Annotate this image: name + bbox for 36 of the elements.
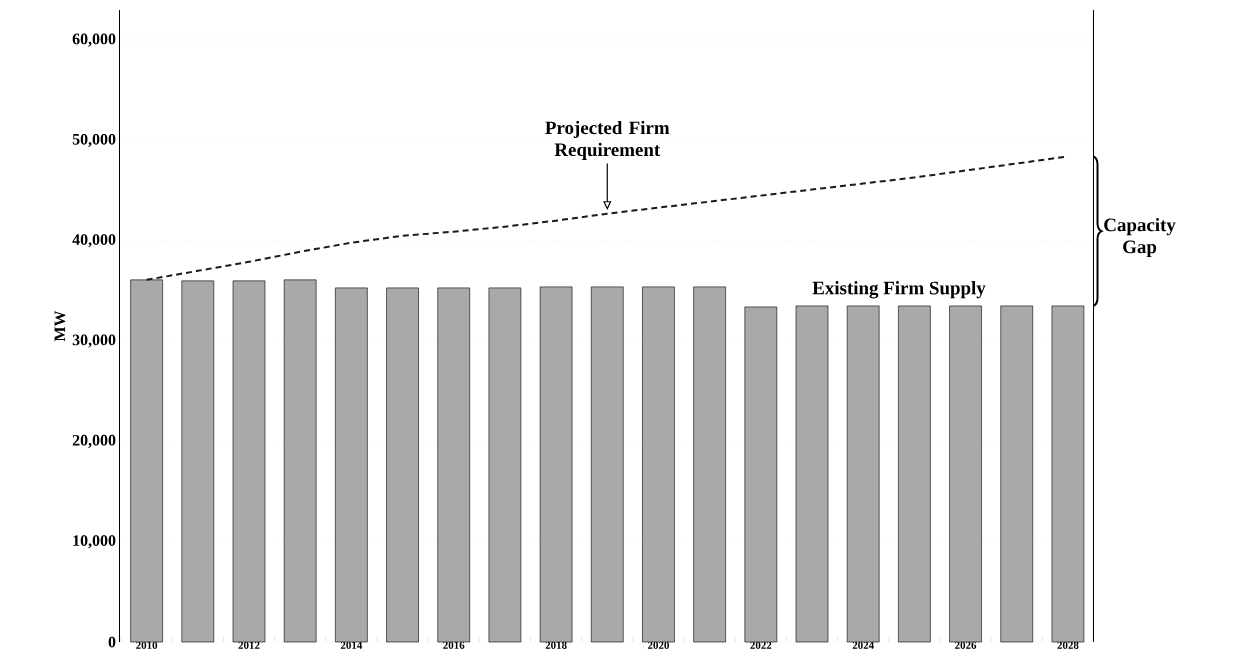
y-tick-label: 40,000	[72, 234, 116, 248]
y-axis-title: MW	[54, 310, 66, 342]
x-tick-label: 2024	[852, 641, 874, 649]
bar	[693, 286, 726, 643]
text: Projected Firm Requirement	[545, 120, 670, 160]
text: Capacity Gap	[1104, 217, 1176, 258]
bar	[949, 305, 982, 643]
bar	[1051, 305, 1085, 643]
bar	[386, 287, 419, 643]
bar	[232, 280, 266, 643]
bar	[898, 305, 931, 643]
bar	[130, 279, 163, 643]
x-tick-label: 2010	[136, 641, 158, 649]
bar	[642, 286, 675, 643]
bar	[590, 286, 624, 643]
bar	[488, 287, 522, 643]
bar	[181, 280, 215, 643]
bar	[795, 305, 829, 643]
bar	[437, 287, 471, 643]
bar	[335, 287, 368, 643]
y-tick-label: 50,000	[72, 133, 116, 147]
y-tick-label: 0	[108, 636, 116, 648]
bar	[846, 305, 880, 643]
bar	[283, 279, 317, 643]
y-tick-label: 10,000	[73, 535, 116, 549]
bar	[1000, 305, 1034, 643]
x-tick-label: 2012	[238, 641, 260, 649]
x-tick-label: 2014	[340, 641, 363, 649]
y-tick-label: 30,000	[72, 334, 116, 348]
y-tick-label: 60,000	[72, 33, 116, 47]
series-label: Existing Firm Supply	[812, 281, 986, 299]
bar	[539, 286, 573, 643]
x-tick-label: 2018	[545, 641, 567, 649]
y-tick-label: 20,000	[72, 434, 116, 448]
x-tick-label: 2016	[443, 641, 465, 649]
bar	[744, 306, 778, 643]
